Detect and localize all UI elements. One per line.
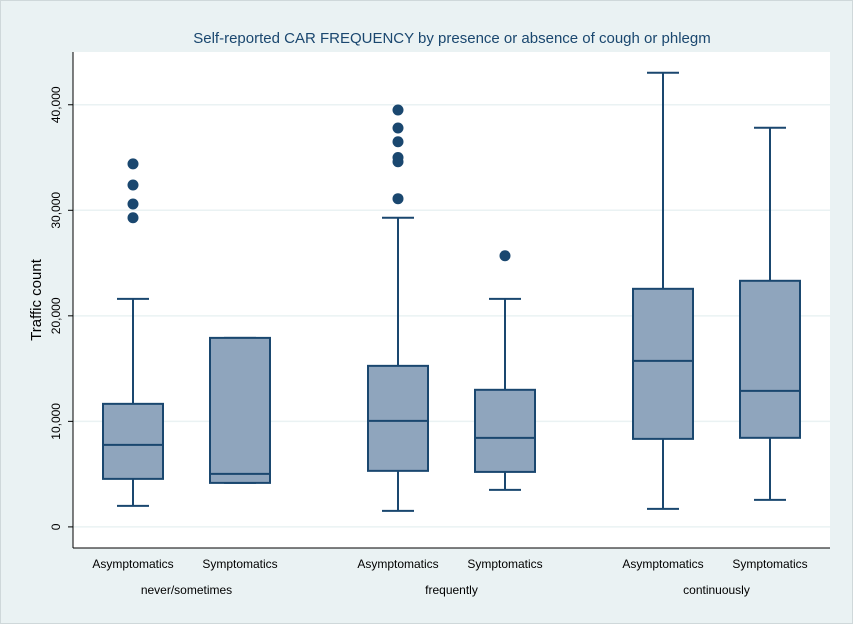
outlier (127, 212, 139, 224)
x-tick-label: Symptomatics (467, 557, 542, 571)
box (474, 388, 536, 473)
box (632, 287, 694, 440)
y-tick-label: 20,000 (49, 297, 63, 334)
box (367, 364, 429, 472)
y-axis-label: Traffic count (28, 258, 45, 341)
outlier (127, 198, 139, 210)
x-tick-label: Asymptomatics (622, 557, 703, 571)
x-tick-label: Symptomatics (732, 557, 807, 571)
x-tick-label: Asymptomatics (92, 557, 173, 571)
outlier (392, 152, 404, 164)
x-tick-label: Symptomatics (202, 557, 277, 571)
y-tick-label: 10,000 (49, 403, 63, 440)
outlier (392, 136, 404, 148)
plot-area (73, 52, 830, 548)
outlier (127, 179, 139, 191)
outlier (392, 193, 404, 205)
outlier (392, 104, 404, 116)
outlier (392, 122, 404, 134)
outlier (127, 158, 139, 170)
chart-title: Self-reported CAR FREQUENCY by presence … (193, 30, 710, 47)
group-label: never/sometimes (141, 583, 232, 597)
group-label: frequently (425, 583, 478, 597)
y-tick-label: 0 (49, 523, 63, 530)
box (209, 336, 271, 484)
y-tick-label: 40,000 (49, 86, 63, 123)
box (102, 402, 164, 480)
box (739, 279, 801, 439)
group-label: continuously (683, 583, 750, 597)
outlier (499, 250, 511, 262)
y-tick-label: 30,000 (49, 192, 63, 229)
x-tick-label: Asymptomatics (357, 557, 438, 571)
